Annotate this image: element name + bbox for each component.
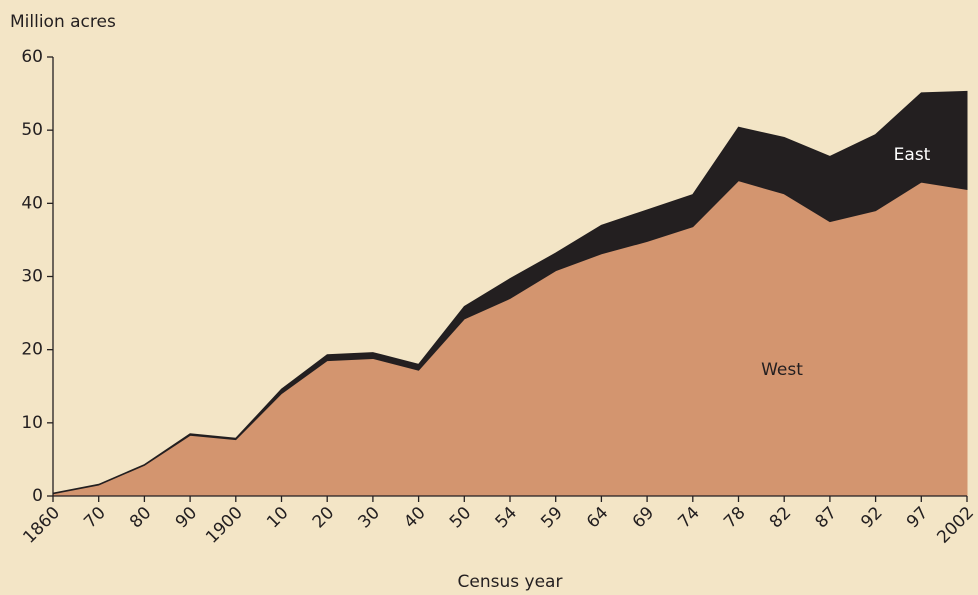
y-tick-label: 60 bbox=[21, 47, 43, 67]
series-label: West bbox=[761, 360, 803, 380]
series-label: East bbox=[894, 145, 931, 165]
y-tick-label: 30 bbox=[21, 267, 43, 287]
x-axis-label: Census year bbox=[458, 572, 563, 592]
y-tick-label: 20 bbox=[21, 340, 43, 360]
area bbox=[52, 90, 968, 495]
y-axis-label: Million acres bbox=[10, 12, 116, 32]
y-tick-label: 10 bbox=[21, 413, 43, 433]
y-tick-label: 50 bbox=[21, 120, 43, 140]
y-tick-label: 40 bbox=[21, 193, 43, 213]
y-tick-label: 0 bbox=[32, 486, 43, 506]
